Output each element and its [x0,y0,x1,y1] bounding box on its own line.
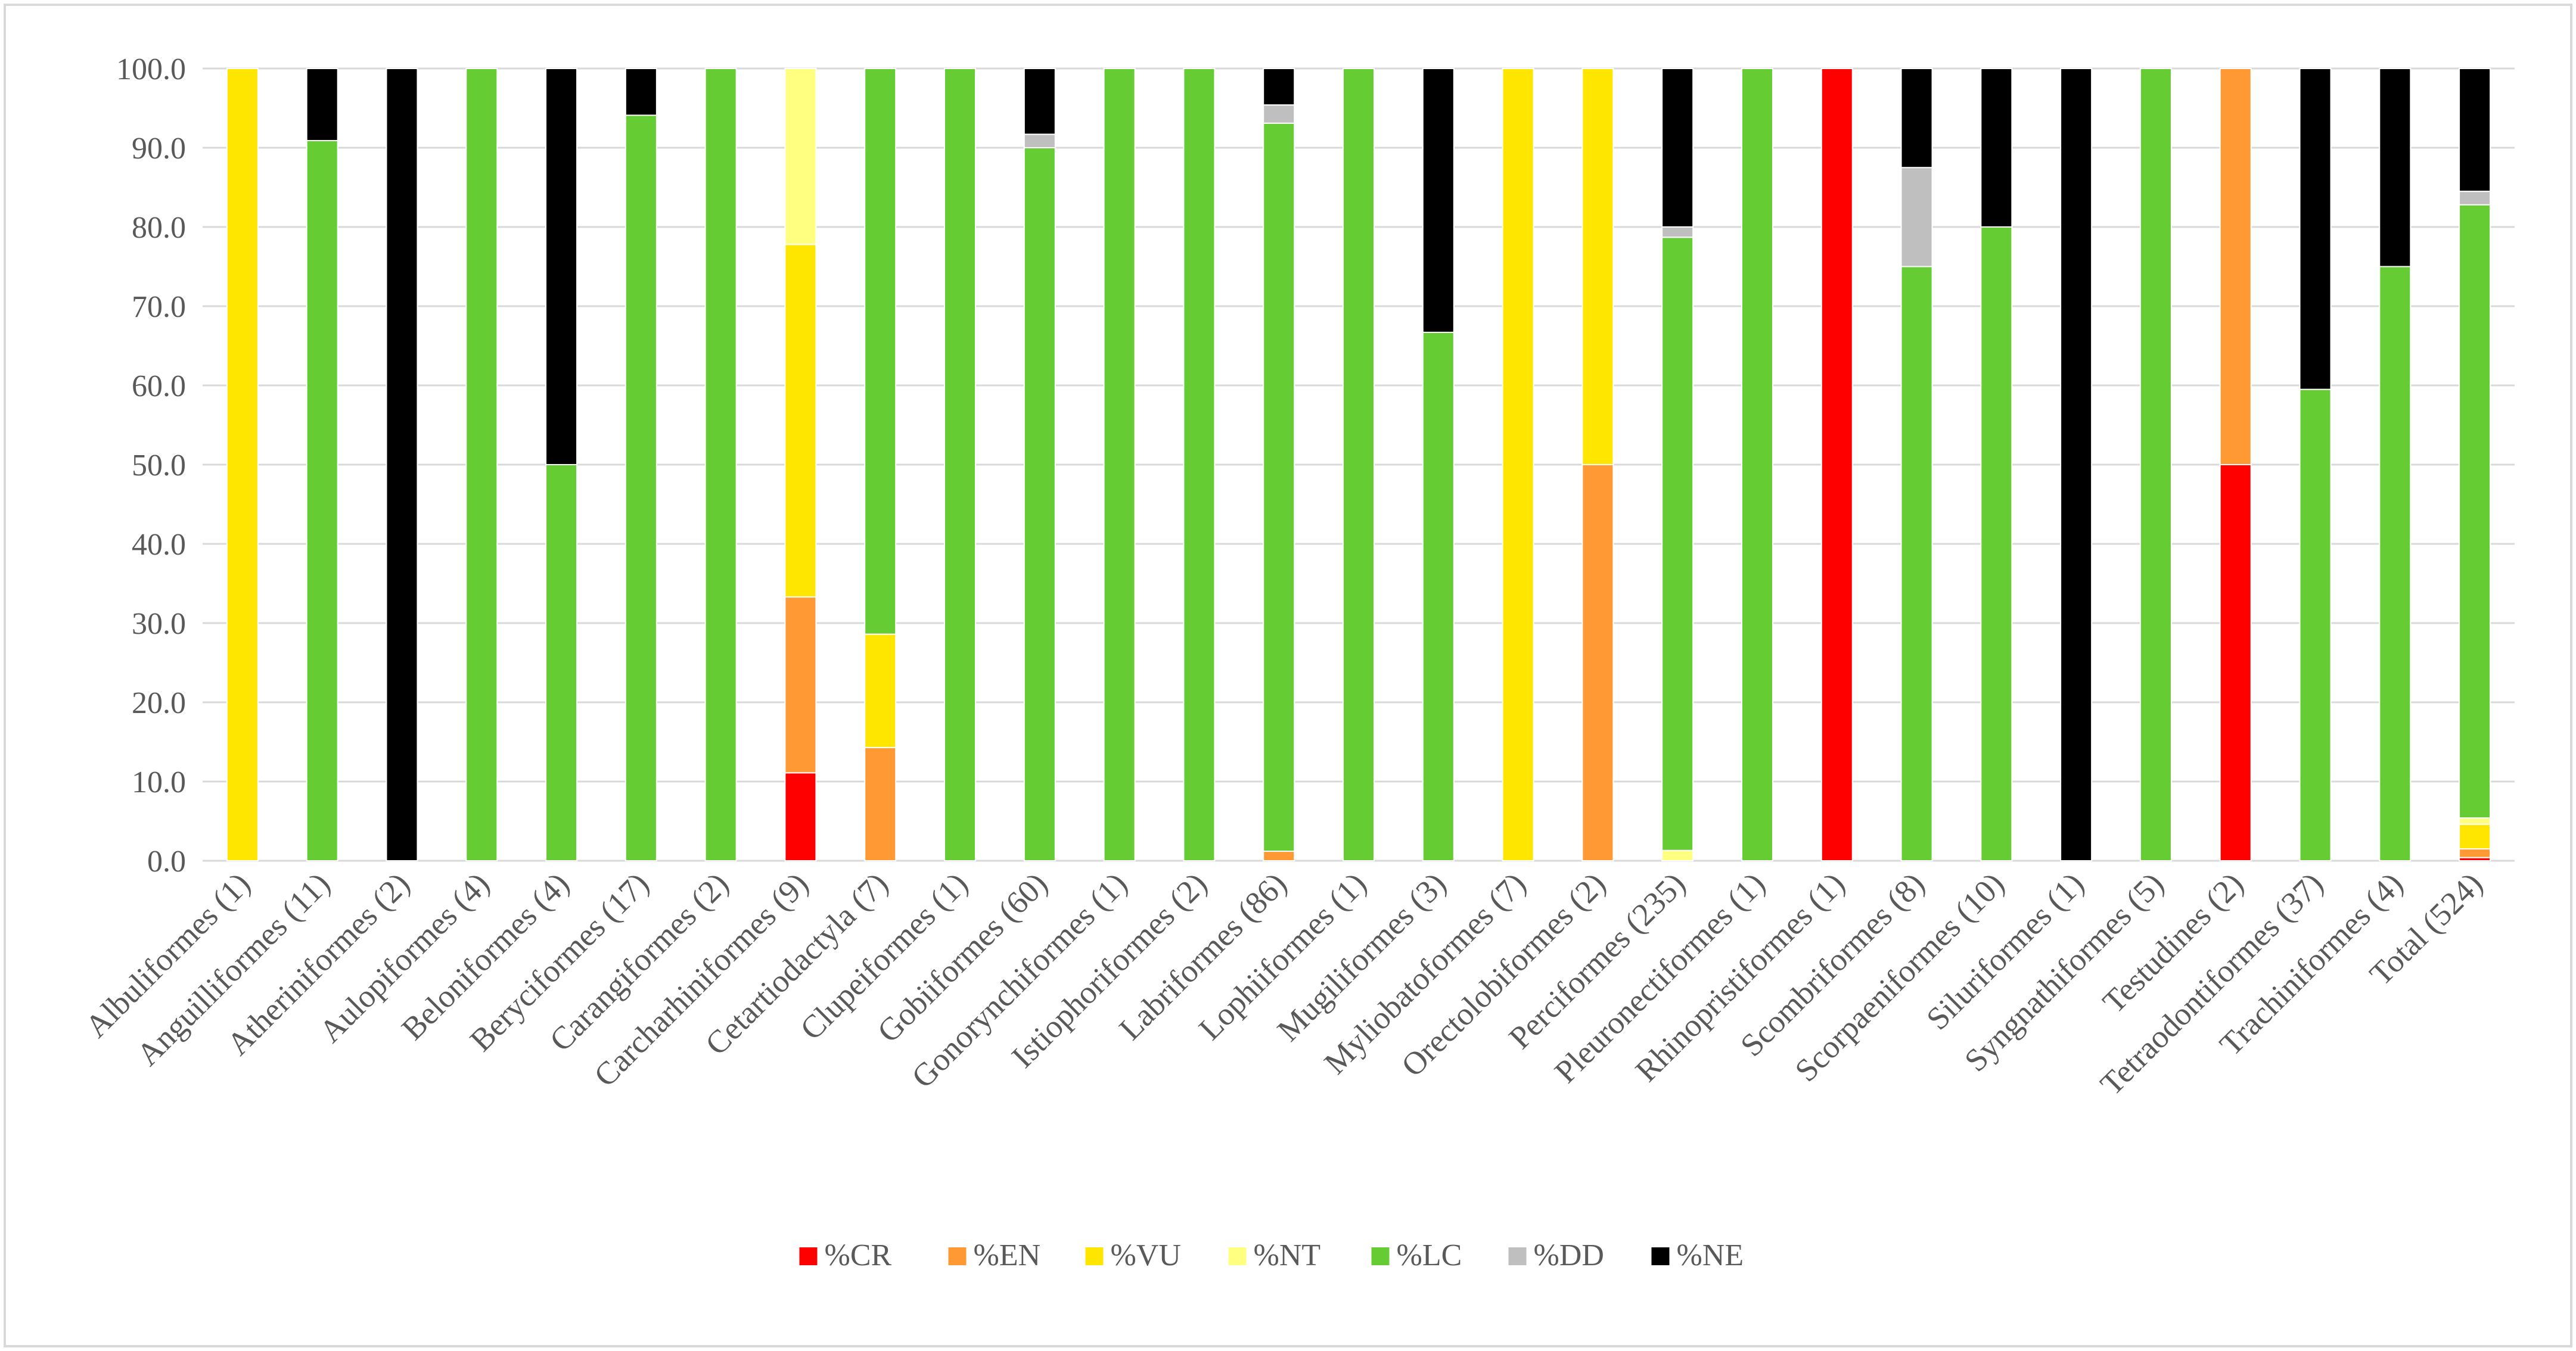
bar-segment-dd [1661,226,1694,238]
bar-segment-lc [944,68,977,861]
bar-segment-nt [1661,849,1694,861]
bar-segment-dd [1263,104,1295,124]
legend-label: %VU [1111,1238,1181,1272]
bar-segment-ne [386,68,418,861]
legend-item-en: %EN [948,1238,1041,1272]
bar-segment-lc [1103,68,1136,861]
legend: %CR %EN %VU %NT %LC %DD %NE [799,1238,1744,1272]
y-tick-label: 90.0 [132,132,186,166]
y-tick-label: 0.0 [147,845,186,879]
bar-segment-vu [1502,68,1534,861]
legend-item-cr: %CR [799,1238,892,1272]
bar-segment-lc [2459,204,2491,819]
legend-label: %DD [1534,1238,1604,1272]
bar-segment-vu [1581,68,1614,465]
bar-segment-ne [624,68,657,116]
legend-swatch [799,1247,818,1265]
bar-segment-lc [1023,147,1056,861]
y-tick-labels: 0.0 10.0 20.0 30.0 40.0 50.0 60.0 70.0 80.0 90.0 1… [116,52,186,879]
y-tick-label: 20.0 [132,686,186,720]
bar-segment-lc [1422,331,1455,861]
bar-segment-ne [1900,68,1933,169]
bar-segment-ne [2459,68,2491,192]
bar-segment-dd [2459,191,2491,206]
y-tick-label: 70.0 [132,290,186,324]
bar-segment-ne [1661,68,1694,228]
legend-item-lc: %LC [1371,1238,1462,1272]
bar-segment-ne [306,68,338,142]
legend-label: %EN [974,1238,1041,1272]
legend-swatch [1228,1247,1247,1265]
y-tick-label: 100.0 [116,52,186,86]
y-tick-label: 10.0 [132,765,186,799]
bar-segment-lc [306,140,338,861]
bar-segment-lc [1263,122,1295,852]
bar-segment-cr [2219,464,2252,861]
bar-segment-lc [1980,226,2013,861]
bar-segment-vu [864,633,897,748]
bar-segment-ne [1263,68,1295,106]
bar-segment-en [1263,851,1295,862]
legend-label: %LC [1397,1238,1462,1272]
y-tick-label: 80.0 [132,211,186,245]
legend-swatch [1085,1247,1104,1265]
legend-label: %NT [1254,1238,1321,1272]
legend-item-dd: %DD [1508,1238,1604,1272]
bar-segment-en [2459,848,2491,858]
bar-segment-cr [1820,68,1853,861]
bar-segment-ne [1980,68,2013,228]
bar-segment-lc [1900,266,1933,861]
bar-segment-lc [1343,68,1375,861]
bar-segment-vu [226,68,259,861]
bar-segment-dd [1900,167,1933,267]
legend-swatch [1651,1247,1670,1265]
bar-segment-lc [704,68,737,861]
bar-segment-en [2219,68,2252,465]
bar-segment-lc [1741,68,1773,861]
bar-segment-ne [1422,68,1455,333]
legend-item-nt: %NT [1228,1238,1321,1272]
bar-segment-cr [784,772,817,861]
legend-label: %CR [825,1238,892,1272]
bar-segment-ne [2060,68,2093,861]
bar-segment-lc [2379,266,2412,861]
bar-segment-en [1581,464,1614,861]
legend-item-ne: %NE [1651,1238,1744,1272]
bar-segment-lc [465,68,498,861]
legend-swatch [1371,1247,1390,1265]
bar-segment-nt [2459,817,2491,825]
bar-segment-dd [1023,133,1056,148]
bar-segment-lc [545,464,578,861]
bar-segment-lc [1661,236,1694,851]
legend-label: %NE [1677,1238,1744,1272]
bars [226,68,2491,862]
legend-swatch [948,1247,967,1265]
bar-segment-en [864,746,897,862]
bar-segment-en [784,596,817,774]
y-tick-label: 50.0 [132,449,186,482]
bar-segment-vu [784,244,817,598]
y-tick-label: 40.0 [132,528,186,562]
bar-segment-lc [864,68,897,635]
bar-segment-lc [2139,68,2172,861]
bar-segment-ne [2299,68,2332,390]
bar-segment-lc [2299,388,2332,861]
legend-swatch [1508,1247,1527,1265]
bar-segment-vu [2459,823,2491,850]
bar-segment-lc [624,114,657,862]
y-tick-label: 30.0 [132,607,186,641]
bar-segment-ne [2379,68,2412,267]
y-tick-label: 60.0 [132,369,186,403]
bar-segment-nt [784,68,817,245]
bar-segment-ne [545,68,578,465]
bar-segment-ne [1023,68,1056,135]
legend-item-vu: %VU [1085,1238,1181,1272]
bar-segment-lc [1183,68,1216,861]
